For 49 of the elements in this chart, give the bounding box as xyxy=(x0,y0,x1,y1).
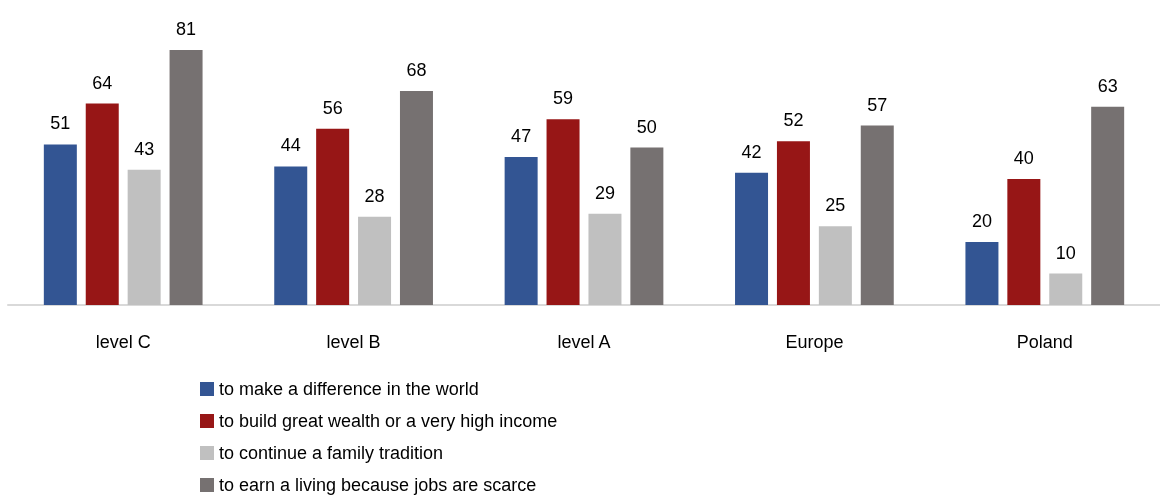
bar xyxy=(358,216,392,305)
data-label: 44 xyxy=(280,135,301,156)
bar xyxy=(1007,179,1041,305)
data-label: 43 xyxy=(134,138,155,159)
bar xyxy=(735,172,769,305)
data-label: 25 xyxy=(825,195,846,216)
data-label: 40 xyxy=(1013,148,1034,169)
data-label: 42 xyxy=(741,141,762,162)
data-label: 59 xyxy=(553,88,574,109)
data-label: 29 xyxy=(594,182,615,203)
data-label: 51 xyxy=(50,113,71,134)
bar xyxy=(965,242,999,305)
bar xyxy=(169,50,203,305)
bar xyxy=(1091,106,1125,305)
x-tick-label: level A xyxy=(557,332,611,352)
legend-label: to continue a family tradition xyxy=(219,443,444,463)
bar xyxy=(399,90,433,305)
legend-label: to build great wealth or a very high income xyxy=(219,411,558,431)
data-label: 57 xyxy=(867,94,888,115)
data-label: 28 xyxy=(364,185,385,206)
x-tick-label: Poland xyxy=(1016,332,1073,352)
bar xyxy=(316,128,350,305)
data-label: 63 xyxy=(1097,75,1118,96)
bar xyxy=(588,213,622,305)
legend-label: to make a difference in the world xyxy=(219,379,479,399)
bar xyxy=(1049,273,1083,305)
data-label: 47 xyxy=(511,126,532,147)
data-label: 10 xyxy=(1055,242,1076,263)
bar xyxy=(274,166,308,305)
bar xyxy=(127,169,161,305)
bar xyxy=(546,119,580,305)
x-tick-label: level C xyxy=(95,332,151,352)
data-label: 81 xyxy=(176,19,197,39)
data-label: 56 xyxy=(322,97,343,118)
bar xyxy=(85,103,119,305)
bar xyxy=(860,125,894,305)
bar xyxy=(776,141,810,305)
x-tick-label: Europe xyxy=(785,332,844,352)
bar xyxy=(630,147,664,305)
data-label: 52 xyxy=(783,110,804,131)
data-label: 50 xyxy=(636,116,657,137)
bar xyxy=(504,157,538,305)
data-label: 68 xyxy=(406,59,427,80)
data-label: 20 xyxy=(971,211,992,232)
bar xyxy=(818,226,852,305)
legend-label: to earn a living because jobs are scarce xyxy=(219,475,537,495)
data-label: 64 xyxy=(92,72,113,93)
bar xyxy=(43,144,77,305)
x-tick-label: level B xyxy=(326,332,381,352)
